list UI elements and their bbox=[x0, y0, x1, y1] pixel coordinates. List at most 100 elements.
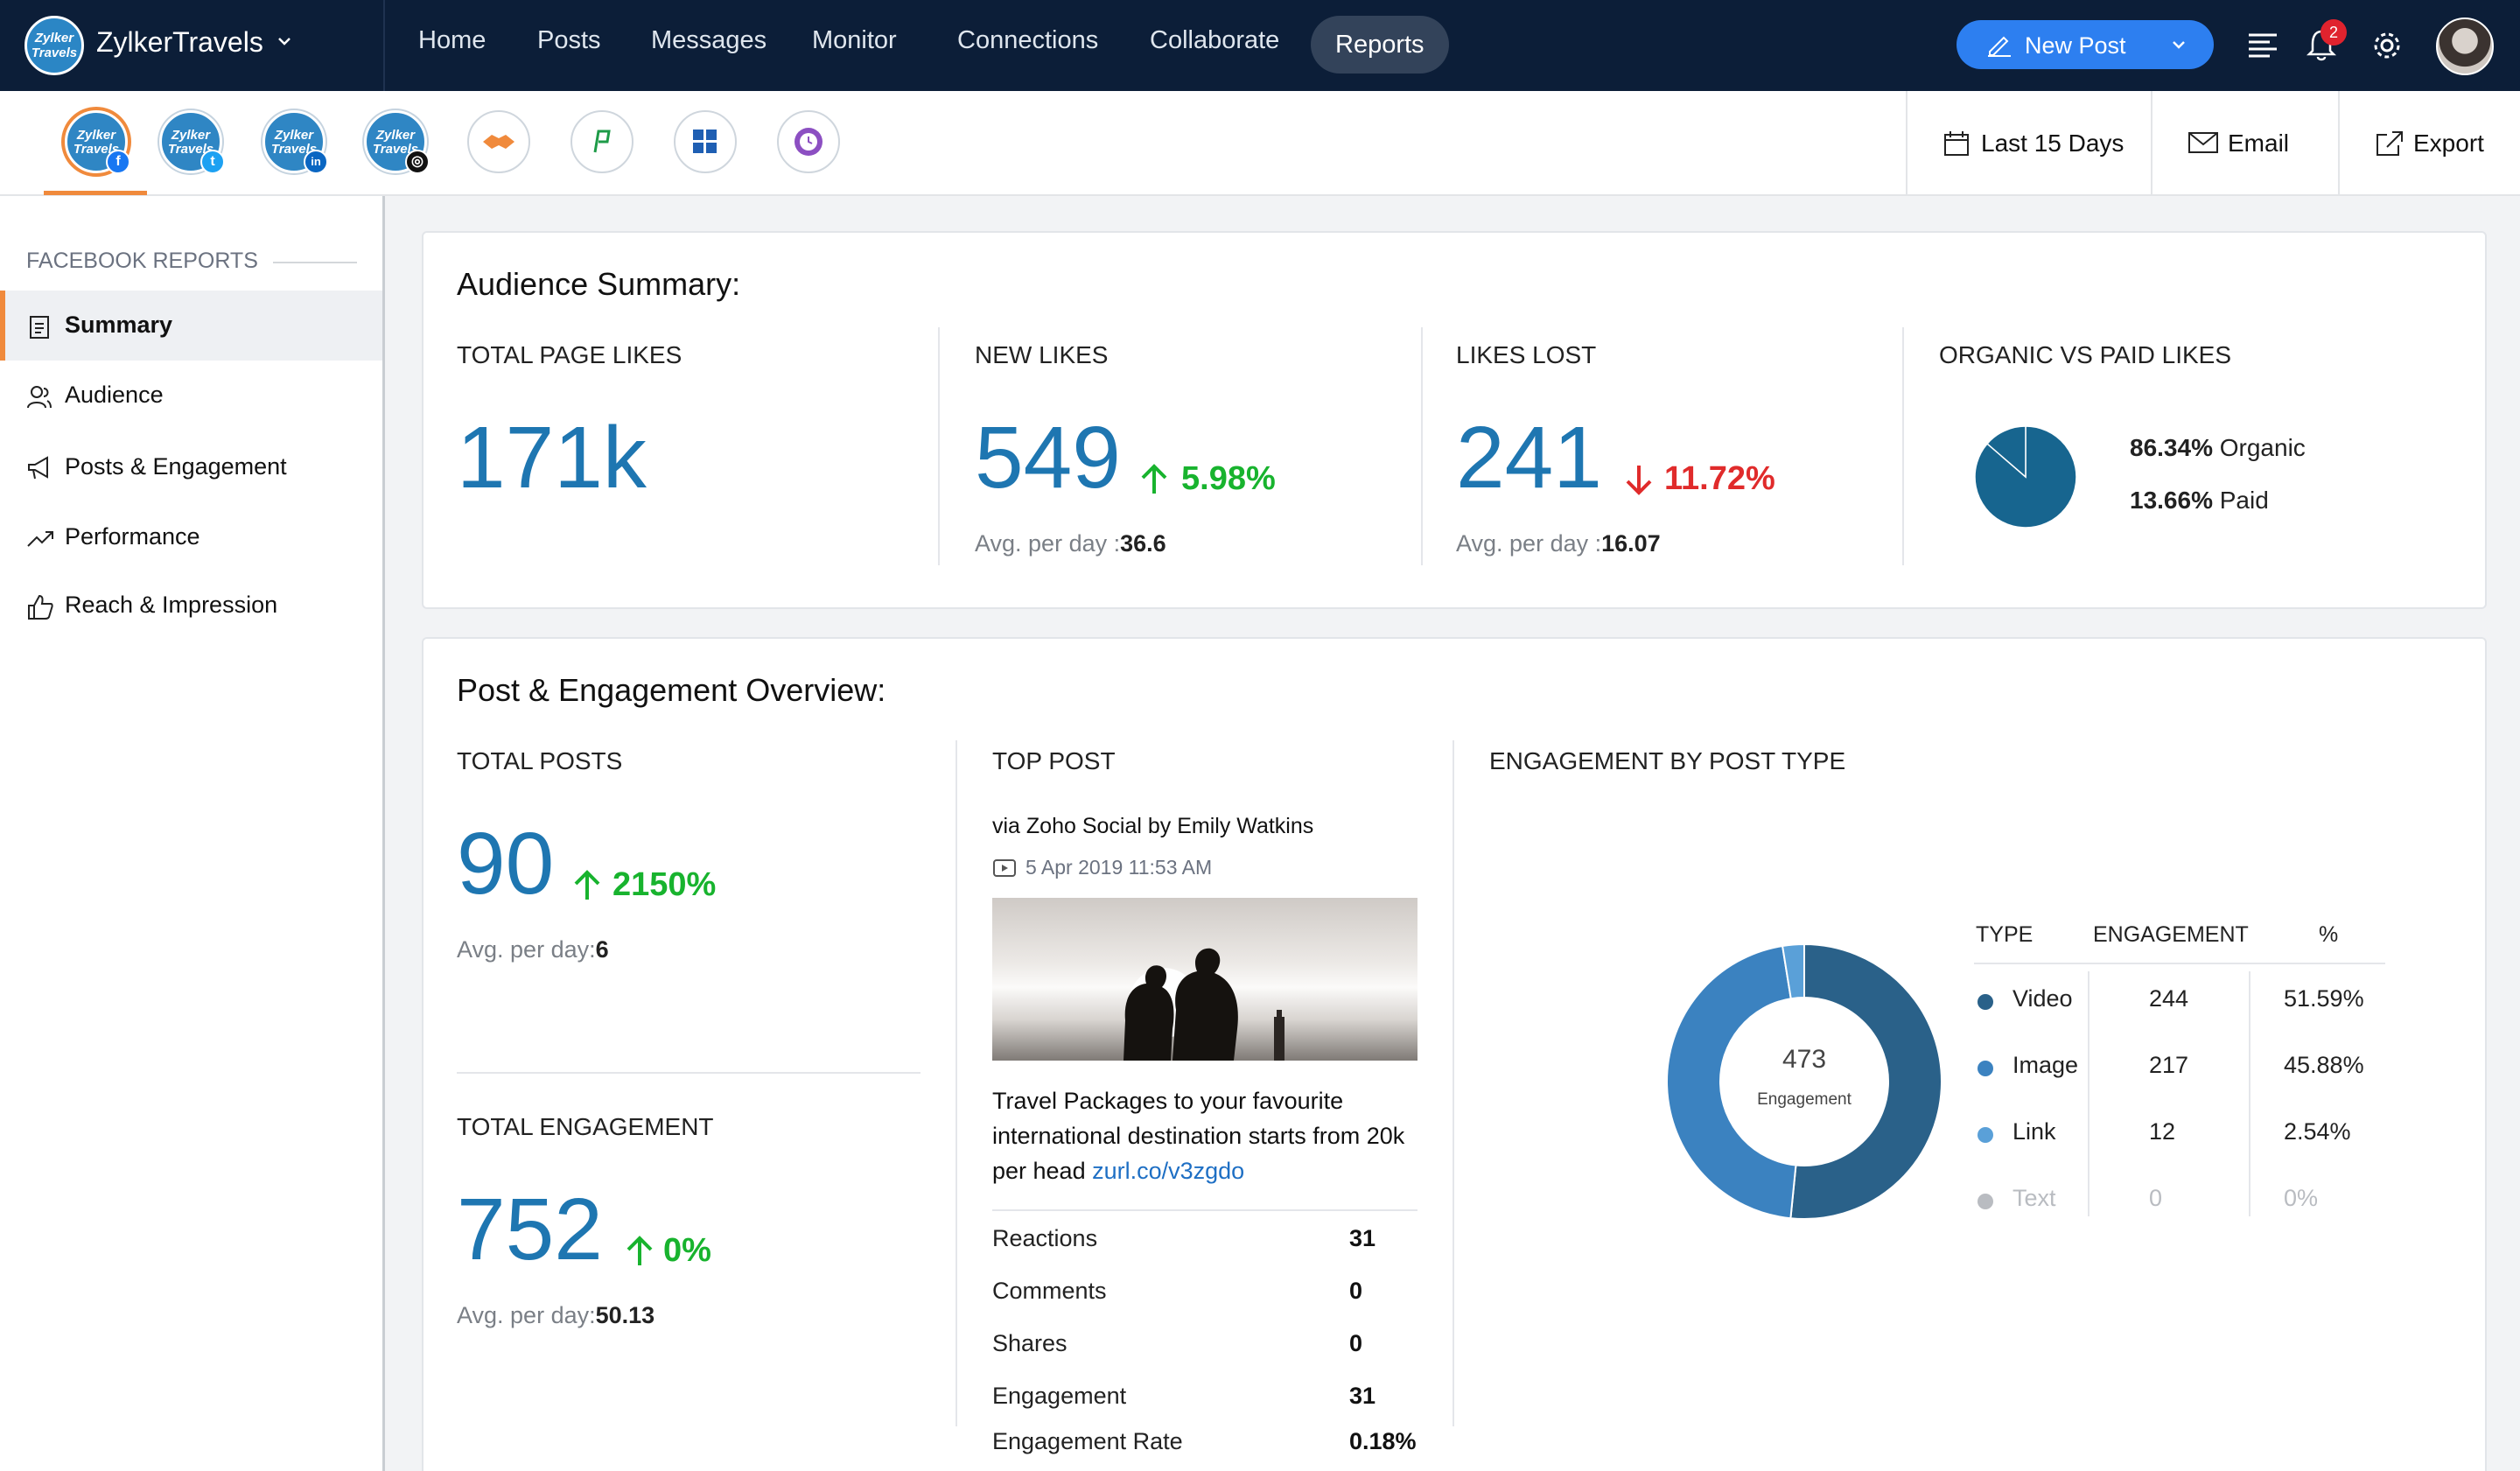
brand-switcher[interactable]: Zylker Travels ZylkerTravels bbox=[0, 0, 385, 91]
top-post-stat-row: Engagement 31 bbox=[992, 1370, 1424, 1423]
avg-label: Avg. per day : bbox=[975, 530, 1121, 557]
percent-cell: 0% bbox=[2284, 1185, 2319, 1211]
type-cell: Image bbox=[2012, 1052, 2079, 1078]
likes-lost-value: 241 bbox=[1456, 409, 1602, 507]
table-row: Video 244 51.59% bbox=[1974, 975, 2385, 1027]
organic-legend: 86.34% Organic bbox=[2130, 434, 2306, 462]
app-handshake[interactable] bbox=[467, 110, 530, 173]
sidebar-item-audience[interactable]: Audience bbox=[0, 361, 382, 431]
sidebar-item-performance[interactable]: Performance bbox=[0, 502, 382, 572]
top-navigation-bar: Zylker Travels ZylkerTravels Home Posts … bbox=[0, 0, 2520, 91]
app-timer[interactable] bbox=[777, 110, 840, 173]
donut-caption: Engagement bbox=[1757, 1090, 1852, 1109]
app-bookings[interactable] bbox=[570, 110, 634, 173]
post-engagement-card bbox=[422, 637, 2487, 1471]
table-row: Text 0 0% bbox=[1974, 1174, 2385, 1227]
donut-segment-video[interactable] bbox=[1789, 942, 1942, 1220]
sidebar-divider bbox=[273, 262, 357, 263]
table-header-type: TYPE bbox=[1976, 922, 2034, 947]
nav-home[interactable]: Home bbox=[418, 26, 486, 54]
thumbs-up-icon bbox=[28, 594, 53, 620]
avg-value: 6 bbox=[595, 936, 609, 963]
stat-label: Reactions bbox=[992, 1225, 1098, 1251]
nav-connections[interactable]: Connections bbox=[957, 26, 1099, 54]
grid-app-icon bbox=[693, 130, 717, 153]
row-divider bbox=[992, 1209, 1418, 1211]
gear-icon[interactable] bbox=[2371, 28, 2403, 63]
linkedin-icon: in bbox=[304, 150, 328, 174]
organic-percent: 86.34% bbox=[2130, 434, 2213, 461]
stat-value: 0 bbox=[1349, 1278, 1363, 1304]
row-divider bbox=[457, 1072, 920, 1074]
user-avatar[interactable] bbox=[2436, 18, 2494, 75]
top-post-stat-row: Shares 0 bbox=[992, 1318, 1424, 1370]
facebook-icon: f bbox=[106, 150, 130, 174]
top-post-stat-row: Comments 0 bbox=[992, 1265, 1424, 1318]
megaphone-icon bbox=[28, 456, 48, 480]
percent-cell: 45.88% bbox=[2284, 1052, 2364, 1078]
email-label: Email bbox=[2228, 130, 2290, 157]
nav-posts[interactable]: Posts bbox=[537, 26, 601, 54]
total-engagement-value: 752 bbox=[457, 1180, 603, 1278]
app-grid[interactable] bbox=[674, 110, 737, 173]
sidebar-item-label: Reach & Impression bbox=[65, 592, 278, 618]
sidebar-item-summary[interactable]: Summary bbox=[0, 291, 382, 361]
stat-label: Engagement bbox=[992, 1383, 1127, 1409]
sidebar-item-posts-engagement[interactable]: Posts & Engagement bbox=[0, 432, 382, 502]
new-likes-change: 5.98% bbox=[1181, 460, 1276, 497]
arrow-down-icon bbox=[1626, 466, 1652, 495]
export-button[interactable]: Export bbox=[2338, 91, 2520, 196]
type-cell: Link bbox=[2012, 1118, 2056, 1145]
clipboard-icon bbox=[30, 316, 49, 339]
selected-channel-indicator bbox=[44, 191, 147, 195]
top-post-text: Travel Packages to your favourite intern… bbox=[992, 1083, 1430, 1188]
organic-paid-pie-chart bbox=[1974, 425, 2077, 529]
chevron-down-icon bbox=[278, 38, 290, 46]
reports-sidebar: FACEBOOK REPORTS Summary Audience Posts … bbox=[0, 196, 385, 1471]
video-icon bbox=[993, 859, 1016, 877]
handshake-icon bbox=[483, 135, 514, 149]
new-post-button[interactable]: New Post bbox=[1956, 20, 2214, 69]
stat-value: 0.18% bbox=[1349, 1428, 1417, 1454]
donut-total: 473 bbox=[1782, 1045, 1827, 1074]
column-divider bbox=[1421, 327, 1423, 565]
sidebar-item-label: Posts & Engagement bbox=[65, 453, 287, 480]
date-range-button[interactable]: Last 15 Days bbox=[1906, 91, 2151, 196]
menu-lines-icon[interactable] bbox=[2247, 28, 2278, 63]
nav-reports[interactable]: Reports bbox=[1311, 16, 1449, 74]
organic-vs-paid-label: ORGANIC VS PAID LIKES bbox=[1939, 341, 2232, 368]
channel-logo-text: Zylker Travels bbox=[167, 128, 214, 157]
nav-collaborate[interactable]: Collaborate bbox=[1150, 26, 1280, 54]
sidebar-item-reach-impression[interactable]: Reach & Impression bbox=[0, 571, 382, 641]
donut-segment-link[interactable] bbox=[1781, 942, 1805, 1000]
arrow-up-icon bbox=[626, 1236, 653, 1265]
stat-value: 0 bbox=[1349, 1330, 1363, 1356]
engagement-by-type-label: ENGAGEMENT BY POST TYPE bbox=[1489, 747, 1846, 774]
table-row: Link 12 2.54% bbox=[1974, 1108, 2385, 1160]
top-post-image[interactable] bbox=[992, 898, 1418, 1061]
total-engagement-label: TOTAL ENGAGEMENT bbox=[457, 1113, 714, 1140]
nav-monitor[interactable]: Monitor bbox=[812, 26, 897, 54]
legend-dot bbox=[1978, 1194, 1993, 1209]
arrow-up-icon bbox=[574, 870, 600, 900]
donut-segment-image[interactable] bbox=[1666, 944, 1797, 1220]
new-likes-avg: Avg. per day :36.6 bbox=[975, 530, 1166, 557]
users-icon bbox=[27, 386, 52, 409]
timer-app-icon bbox=[794, 128, 822, 156]
channel-instagram[interactable]: Zylker Travels ◎ bbox=[364, 110, 430, 174]
chevron-down-icon[interactable] bbox=[2170, 36, 2188, 53]
channel-facebook[interactable]: Zylker Travels f bbox=[65, 110, 130, 174]
channel-twitter[interactable]: Zylker Travels t bbox=[159, 110, 225, 174]
channel-linkedin[interactable]: Zylker Travels in bbox=[262, 110, 328, 174]
email-button[interactable]: Email bbox=[2151, 91, 2338, 196]
channel-logo-text: Zylker Travels bbox=[372, 128, 419, 157]
export-icon bbox=[2376, 131, 2403, 156]
total-posts-avg: Avg. per day:6 bbox=[457, 936, 609, 963]
organic-legend-label: Organic bbox=[2219, 434, 2306, 461]
nav-messages[interactable]: Messages bbox=[651, 26, 767, 54]
column-divider bbox=[956, 740, 957, 1426]
calendar-icon bbox=[1944, 131, 1969, 156]
avg-label: Avg. per day: bbox=[457, 936, 596, 963]
new-likes-value: 549 bbox=[975, 409, 1121, 507]
top-post-link[interactable]: zurl.co/v3zgdo bbox=[1092, 1158, 1245, 1184]
